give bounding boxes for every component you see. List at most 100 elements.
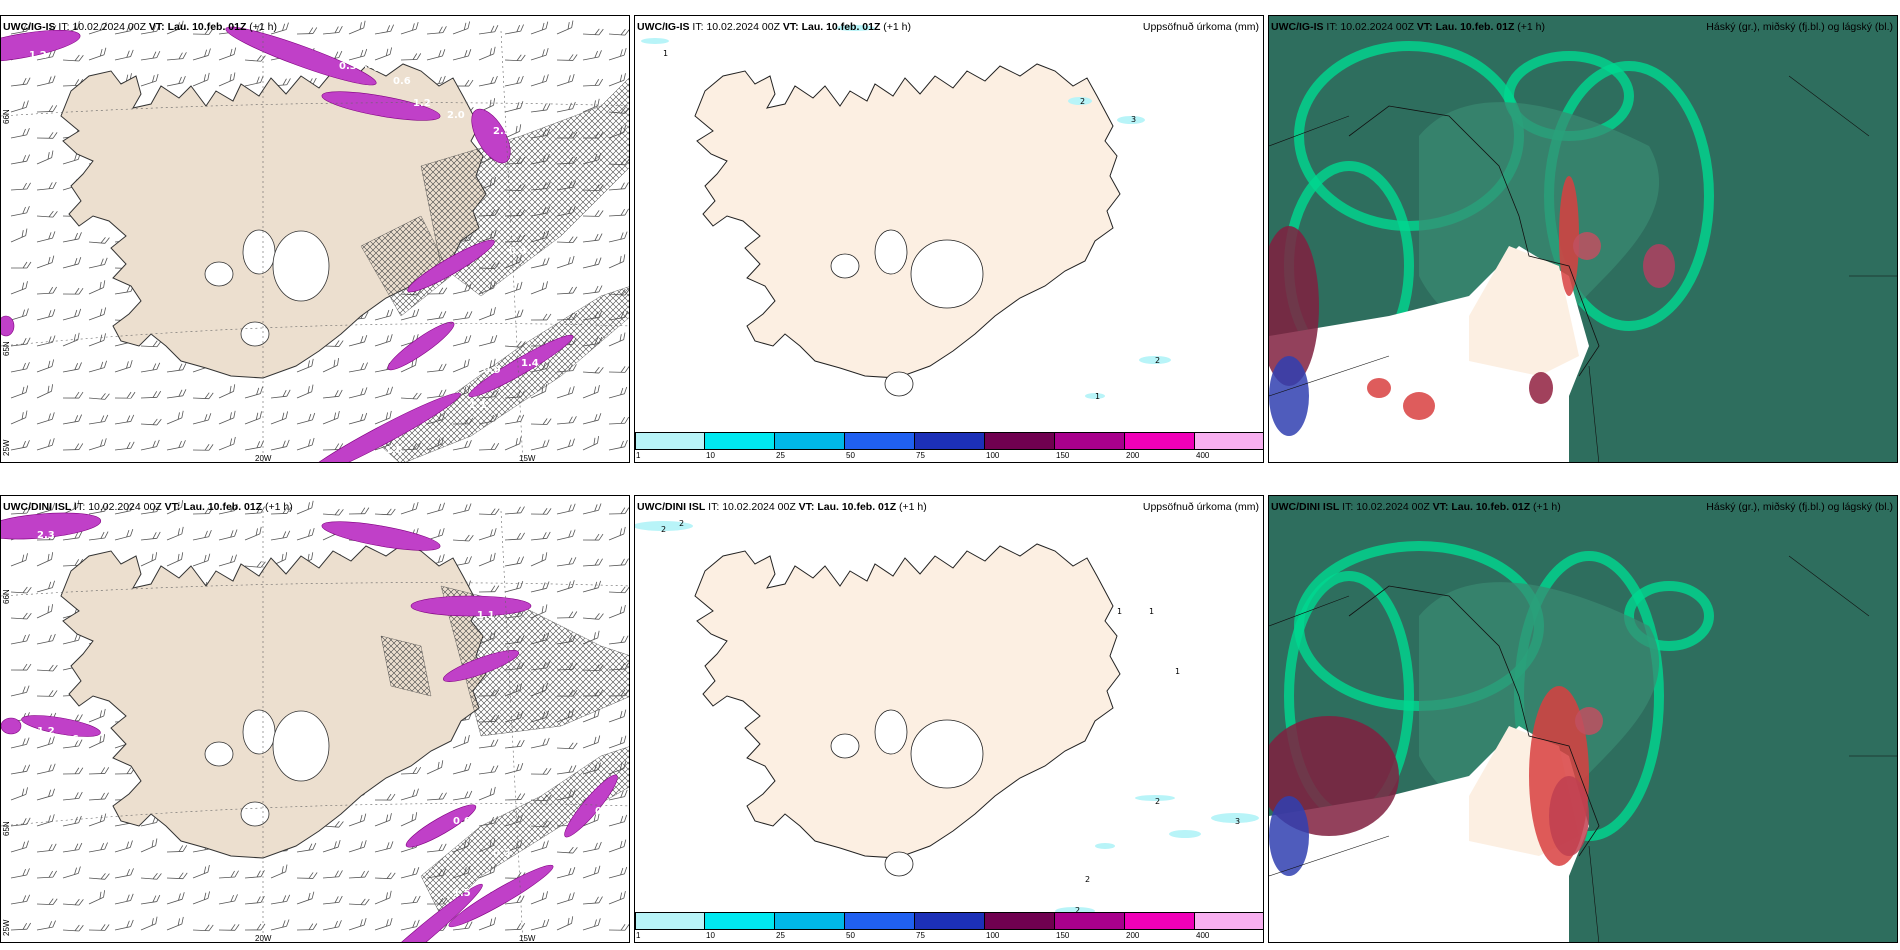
wind-barb: [10, 100, 29, 113]
wind-barb: [608, 586, 629, 594]
land-iceland: [60, 543, 487, 859]
colorbar-level-label: 1: [636, 931, 641, 940]
wind-barb: [556, 255, 575, 269]
wind-barb: [452, 762, 472, 775]
wind-barb: [400, 812, 418, 827]
hatched-area: [420, 77, 629, 297]
wind-barb: [374, 334, 393, 347]
wind-barb: [530, 439, 550, 451]
wind-barb: [478, 46, 496, 61]
wind-barb: [608, 635, 629, 645]
wind-barb: [478, 25, 499, 35]
wind-barb: [10, 385, 29, 399]
wind-barb: [374, 47, 393, 61]
panel-header: UWC/IG-IS IT: 10.02.2024 00Z VT: Lau. 10…: [1271, 21, 1545, 33]
glacier: [910, 719, 984, 789]
wind-barb: [88, 924, 110, 931]
wind-barb: [530, 840, 549, 853]
wind-barb: [10, 337, 31, 347]
wind-barb: [426, 760, 444, 775]
wind-barb: [608, 73, 626, 87]
wind-barb: [582, 98, 600, 113]
wind-barb: [36, 633, 56, 645]
wind-barb: [478, 335, 498, 347]
colorbar-level-label: 100: [986, 931, 1000, 940]
wind-barb: [452, 49, 472, 61]
low-cloud-area: [1575, 707, 1603, 735]
wind-barb: [582, 257, 602, 269]
wind-barb: [400, 22, 419, 35]
wind-barb: [478, 585, 500, 593]
wind-barb: [140, 552, 158, 567]
vt-label: VT:: [164, 501, 181, 513]
precip-map-canvas: 1 2 3 2 1: [641, 25, 1171, 401]
wind-barb: [504, 281, 523, 295]
it-label: IT:: [74, 501, 86, 513]
wind-barb: [608, 866, 628, 879]
wind-barb: [244, 386, 264, 399]
precip-streak: [1, 512, 102, 540]
wind-barb: [166, 526, 184, 541]
wind-barb: [582, 613, 604, 620]
precip-streak: [359, 883, 483, 942]
precip-area: [1095, 843, 1115, 849]
low-cloud-area: [1403, 392, 1435, 420]
wind-barb: [36, 132, 58, 139]
contour-label: 1: [1117, 607, 1122, 616]
wind-barb: [426, 311, 447, 321]
wind-barb: [166, 500, 184, 515]
precip-value-label: 1.4: [521, 358, 539, 369]
lead-time: (+1 h): [899, 501, 927, 513]
wind-barb: [270, 411, 289, 425]
wind-barb: [36, 690, 58, 697]
wind-barb: [504, 922, 526, 931]
panel-header: UWC/IG-IS IT: 10.02.2024 00Z VT: Lau. 10…: [637, 21, 911, 33]
contour-label: 2: [1075, 906, 1080, 915]
wind-barb: [296, 500, 314, 515]
wind-barb: [608, 386, 628, 399]
wind-barb: [426, 49, 446, 61]
wind-barb: [400, 392, 422, 400]
wind-barb: [426, 389, 447, 399]
wind-barb: [114, 868, 134, 879]
vt-label: VT:: [148, 21, 165, 33]
wind-barb: [556, 867, 576, 879]
wind-barb: [322, 840, 341, 853]
wind-barb: [88, 734, 106, 749]
wind-barb: [88, 504, 109, 515]
wind-barb: [270, 919, 290, 931]
wind-barb: [478, 765, 499, 775]
wind-barb: [452, 358, 470, 373]
vt-label: VT:: [1416, 21, 1433, 33]
wind-barb: [140, 362, 161, 373]
colorbar-level-label: 200: [1126, 451, 1140, 460]
wind-barb: [452, 921, 473, 931]
it-value: 10.02.2024 00Z: [72, 21, 146, 33]
map-panel-cloud: UWC/IG-IS IT: 10.02.2024 00Z VT: Lau. 10…: [1268, 15, 1898, 463]
colorbar-segment: [1055, 432, 1125, 450]
wind-barb: [166, 916, 184, 931]
wind-barb: [62, 924, 84, 932]
wind-barb: [88, 280, 106, 295]
wind-barb: [36, 843, 57, 853]
precip-area: [1135, 795, 1175, 801]
precip-value-label: 0.6: [453, 816, 471, 827]
wind-barb: [582, 896, 603, 905]
wind-barb: [452, 734, 470, 749]
contour-label: 1: [1149, 607, 1154, 616]
wind-barb: [296, 358, 314, 373]
wind-barb: [582, 558, 603, 567]
low-cloud-area: [1643, 244, 1675, 288]
wind-barb: [504, 101, 524, 113]
precip-value-label: 1.2: [521, 283, 539, 294]
wind-barb: [322, 25, 343, 35]
lon-tick-label: 25W: [2, 919, 11, 936]
wind-barb: [348, 813, 367, 827]
wind-barb: [296, 872, 318, 879]
wind-barb: [530, 508, 552, 515]
map-panel-wind: 1.2 0.3 0.3 0.4 0.6 1.2 2.0 2.9 0.4 1.2 0.9 1.4 1.1 1…: [0, 15, 630, 463]
wind-barb: [400, 308, 420, 321]
wind-barb: [504, 762, 524, 775]
wind-barb: [556, 557, 577, 567]
wind-barb: [192, 72, 210, 87]
